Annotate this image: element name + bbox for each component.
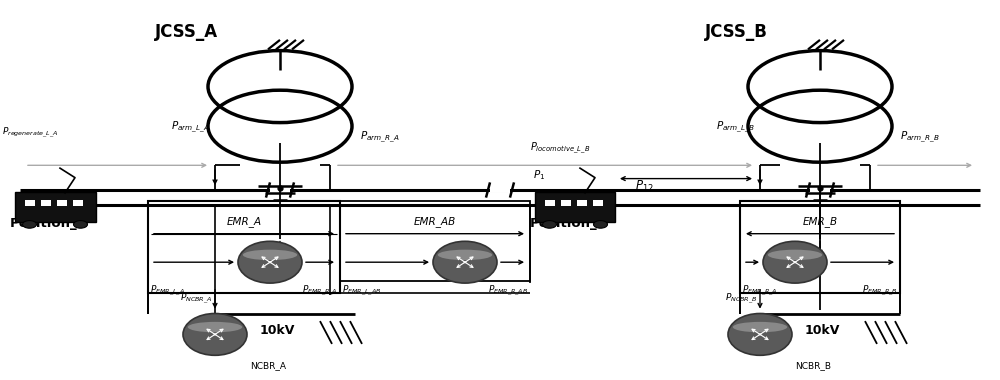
Bar: [148, 201, 340, 293]
Text: $P_{EMR\_R\_A}$: $P_{EMR\_R\_A}$: [742, 283, 778, 298]
Text: $P_{EMR\_L\_AB}$: $P_{EMR\_L\_AB}$: [342, 283, 381, 298]
Text: JCSS_B: JCSS_B: [705, 23, 768, 41]
Ellipse shape: [238, 241, 302, 283]
FancyBboxPatch shape: [15, 192, 96, 222]
Bar: [576, 200, 586, 206]
Ellipse shape: [23, 220, 36, 228]
Text: $P_{regenerate\_L\_A}$: $P_{regenerate\_L\_A}$: [2, 126, 58, 140]
Bar: [592, 200, 602, 206]
Text: $P_{12}$: $P_{12}$: [635, 179, 654, 194]
Ellipse shape: [243, 250, 297, 260]
FancyBboxPatch shape: [534, 192, 615, 222]
Ellipse shape: [183, 314, 247, 355]
Bar: [544, 200, 554, 206]
Text: $P_{EMR\_R\_A}$: $P_{EMR\_R\_A}$: [302, 283, 338, 298]
Text: $P_{arm\_L\_B}$: $P_{arm\_L\_B}$: [716, 120, 755, 135]
Text: $P_{locomotive\_L\_B}$: $P_{locomotive\_L\_B}$: [530, 141, 590, 156]
Bar: [24, 200, 34, 206]
Text: $P_1$: $P_1$: [533, 168, 545, 182]
Bar: [560, 200, 570, 206]
Text: $P_{NCBR\_A}$: $P_{NCBR\_A}$: [180, 292, 212, 307]
Text: NCBR_B: NCBR_B: [795, 361, 831, 370]
Text: $P_{EMR\_L\_A}$: $P_{EMR\_L\_A}$: [150, 283, 185, 298]
Bar: [73, 200, 83, 206]
Text: EMR_AB: EMR_AB: [414, 216, 456, 227]
Text: EMR_A: EMR_A: [226, 216, 262, 227]
Ellipse shape: [188, 322, 242, 332]
Text: 10kV: 10kV: [260, 324, 295, 337]
Ellipse shape: [74, 220, 88, 228]
Text: $P_{arm\_R\_A}$: $P_{arm\_R\_A}$: [360, 130, 400, 145]
Bar: [740, 201, 900, 293]
Ellipse shape: [438, 250, 492, 260]
Text: EMR_B: EMR_B: [802, 216, 838, 227]
Ellipse shape: [433, 241, 497, 283]
Text: Position_A: Position_A: [10, 217, 88, 230]
Ellipse shape: [542, 220, 556, 228]
Ellipse shape: [733, 322, 787, 332]
Ellipse shape: [728, 314, 792, 355]
Text: NCBR_A: NCBR_A: [250, 361, 286, 370]
Text: JCSS_A: JCSS_A: [155, 23, 218, 41]
Bar: [56, 200, 66, 206]
Ellipse shape: [768, 250, 822, 260]
Text: $P_{EMR\_R\_AB}$: $P_{EMR\_R\_AB}$: [488, 283, 528, 298]
Text: $P_{NCBR\_B}$: $P_{NCBR\_B}$: [725, 292, 757, 307]
Bar: [340, 201, 530, 281]
Text: $P_{arm\_R\_B}$: $P_{arm\_R\_B}$: [900, 130, 940, 145]
Bar: [40, 200, 50, 206]
Text: $P_{arm\_L\_A}$: $P_{arm\_L\_A}$: [171, 120, 210, 135]
Ellipse shape: [593, 220, 608, 228]
Text: Position_B: Position_B: [530, 217, 608, 230]
Ellipse shape: [763, 241, 827, 283]
Text: $P_{EMR\_R\_B}$: $P_{EMR\_R\_B}$: [862, 283, 898, 298]
Text: 10kV: 10kV: [805, 324, 840, 337]
